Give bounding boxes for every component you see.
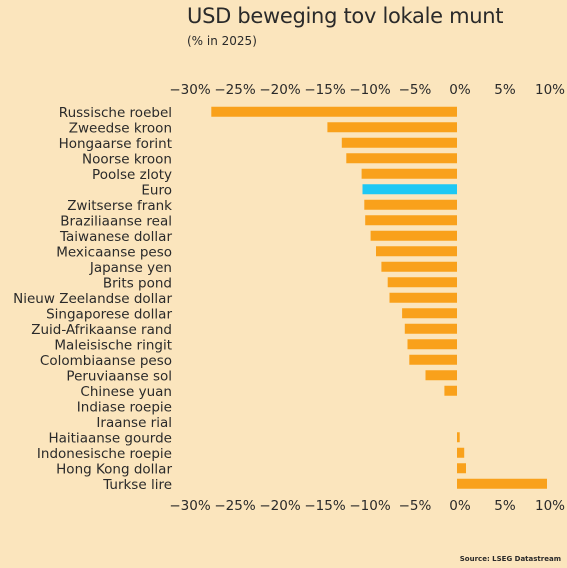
category-label: Zuid-Afrikaanse rand (31, 322, 172, 338)
bar (211, 106, 457, 117)
top-tick-label: 0% (449, 82, 471, 98)
bar (425, 370, 457, 381)
bottom-tick-label: 0% (449, 498, 471, 514)
top-tick-label: −10% (349, 82, 390, 98)
chart-subtitle: (% in 2025) (187, 34, 257, 48)
bar (341, 137, 457, 148)
category-label: Zwitserse frank (67, 198, 172, 214)
top-axis-ticks: −30% −25% −20% −15% −10% −5% 0% 5% 10% (169, 82, 565, 98)
bottom-tick-label: −30% (169, 498, 210, 514)
bar (457, 447, 465, 458)
category-label: Noorse kroon (82, 151, 172, 167)
category-label: Colombiaanse peso (40, 353, 172, 369)
bar (376, 246, 457, 257)
bottom-tick-label: −20% (259, 498, 300, 514)
bottom-tick-label: −25% (214, 498, 255, 514)
bar (346, 153, 457, 164)
top-tick-label: −5% (399, 82, 432, 98)
source-note: Source: LSEG Datastream (459, 555, 561, 563)
top-tick-label: −15% (304, 82, 345, 98)
top-tick-label: −20% (259, 82, 300, 98)
category-label: Mexicaanse peso (56, 244, 172, 260)
bar (444, 385, 457, 396)
category-label: Peruviaanse sol (66, 368, 172, 384)
bottom-tick-label: −10% (349, 498, 390, 514)
bar (402, 308, 457, 319)
bar (381, 261, 457, 272)
bar (365, 215, 457, 226)
category-label: Taiwanese dollar (59, 229, 172, 245)
bar (409, 354, 457, 365)
bar (457, 463, 466, 474)
bar (364, 199, 457, 210)
category-label: Turkse lire (102, 477, 172, 493)
category-label: Nieuw Zeelandse dollar (13, 291, 172, 307)
top-tick-label: −30% (169, 82, 210, 98)
bottom-tick-label: −15% (304, 498, 345, 514)
category-label: Haitiaanse gourde (48, 430, 172, 446)
category-label: Poolse zloty (92, 167, 172, 183)
bottom-tick-label: 5% (494, 498, 516, 514)
bottom-tick-label: 10% (535, 498, 565, 514)
bottom-axis-ticks: −30% −25% −20% −15% −10% −5% 0% 5% 10% (169, 498, 565, 514)
category-label: Iraanse rial (96, 415, 172, 431)
bar (457, 432, 460, 443)
bar (407, 339, 457, 350)
category-label: Indiase roepie (77, 399, 172, 415)
bar (457, 478, 547, 489)
category-label: Brits pond (103, 275, 172, 291)
bars (211, 106, 547, 489)
bar (387, 277, 457, 288)
bar (370, 230, 457, 241)
bar (404, 323, 457, 334)
top-tick-label: 10% (535, 82, 565, 98)
category-label: Chinese yuan (80, 384, 172, 400)
chart-title: USD beweging tov lokale munt (187, 4, 504, 28)
bar (389, 292, 457, 303)
top-tick-label: 5% (494, 82, 516, 98)
category-label: Japanse yen (89, 260, 172, 276)
bar (362, 184, 457, 195)
category-label: Zweedse kroon (69, 120, 172, 136)
category-label: Indonesische roepie (37, 446, 172, 462)
category-label: Hongaarse forint (59, 136, 172, 152)
category-label: Braziliaanse real (60, 213, 172, 229)
category-label: Russische roebel (59, 105, 172, 121)
bar (327, 122, 457, 133)
category-label: Singaporese dollar (46, 306, 172, 322)
bar (361, 168, 457, 179)
bottom-tick-label: −5% (399, 498, 432, 514)
category-label: Maleisische ringit (54, 337, 172, 353)
category-label: Hong Kong dollar (56, 461, 172, 477)
category-label: Euro (141, 182, 172, 198)
top-tick-label: −25% (214, 82, 255, 98)
